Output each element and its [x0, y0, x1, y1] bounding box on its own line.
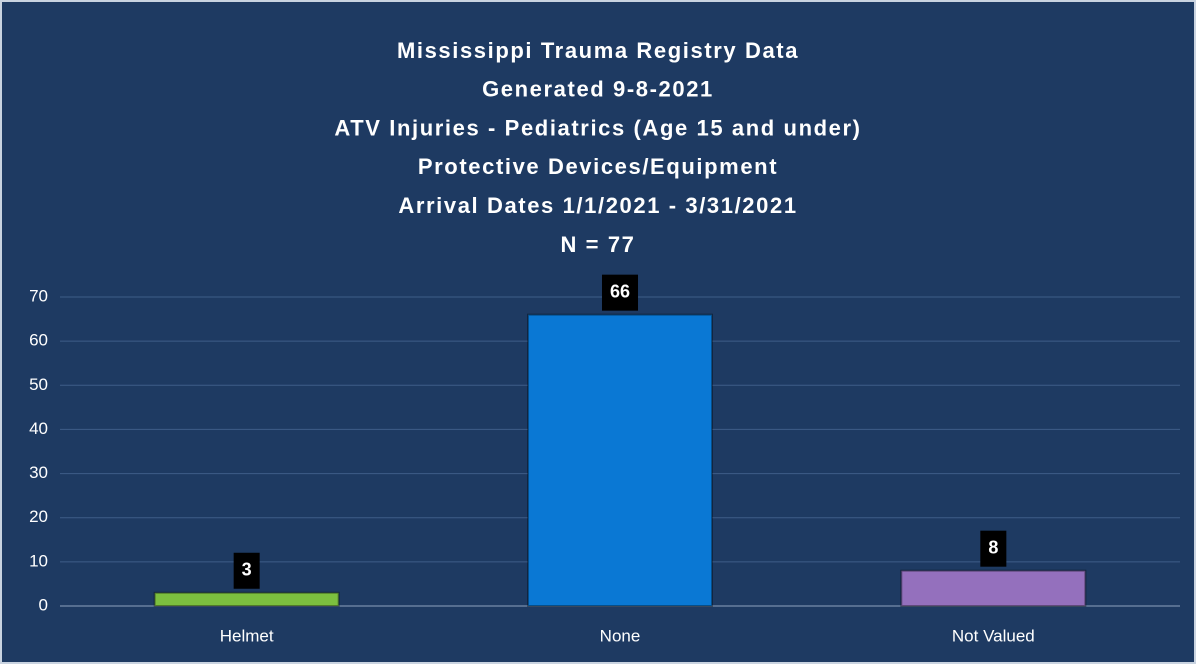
chart-title: Mississippi Trauma Registry Data: [397, 38, 799, 63]
chart-title: Arrival Dates 1/1/2021 - 3/31/2021: [398, 193, 797, 218]
data-label-box: [601, 274, 639, 311]
chart-title: Protective Devices/Equipment: [418, 154, 778, 179]
data-label-box: [980, 530, 1007, 567]
data-label: 3: [242, 560, 252, 580]
x-tick-label: Not Valued: [952, 626, 1035, 645]
x-tick-label: None: [600, 626, 641, 645]
data-label: 66: [610, 281, 630, 301]
y-tick-label: 70: [29, 286, 48, 305]
x-tick-label: Helmet: [220, 626, 274, 645]
y-tick-label: 60: [29, 331, 48, 350]
y-tick-label: 10: [29, 551, 48, 570]
data-label-box: [233, 552, 260, 589]
data-label: 8: [988, 537, 998, 557]
y-tick-label: 30: [29, 463, 48, 482]
y-tick-label: 50: [29, 375, 48, 394]
bar: [900, 569, 1087, 608]
chart-title: ATV Injuries - Pediatrics (Age 15 and un…: [334, 115, 861, 140]
chart-title: N = 77: [560, 232, 635, 257]
chart-title: Generated 9-8-2021: [482, 77, 714, 102]
y-tick-label: 20: [29, 507, 48, 526]
bar: [527, 313, 713, 607]
y-tick-label: 0: [39, 595, 48, 614]
y-tick-label: 40: [29, 419, 48, 438]
bar: [153, 591, 340, 607]
